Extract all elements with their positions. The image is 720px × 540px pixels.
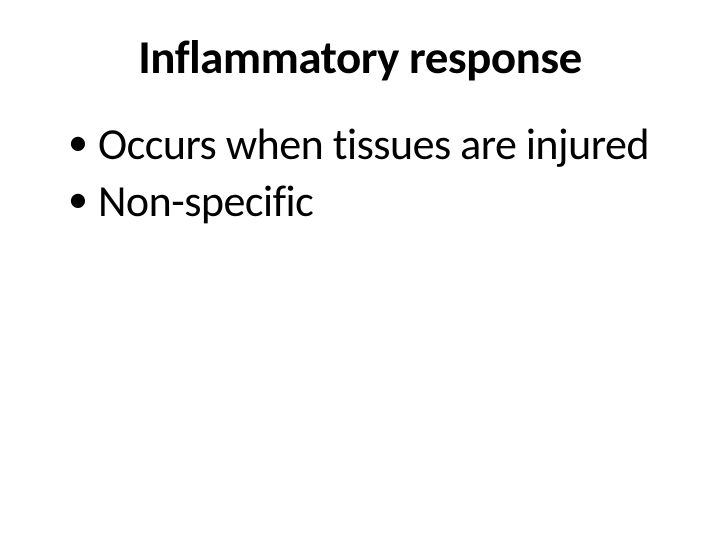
bullet-item: Non-specific — [68, 175, 660, 228]
bullet-item: Occurs when tissues are injured — [68, 118, 660, 171]
bullet-list: Occurs when tissues are injured Non-spec… — [60, 118, 660, 228]
slide-title: Inflammatory response — [60, 28, 660, 86]
slide-container: Inflammatory response Occurs when tissue… — [0, 0, 720, 540]
